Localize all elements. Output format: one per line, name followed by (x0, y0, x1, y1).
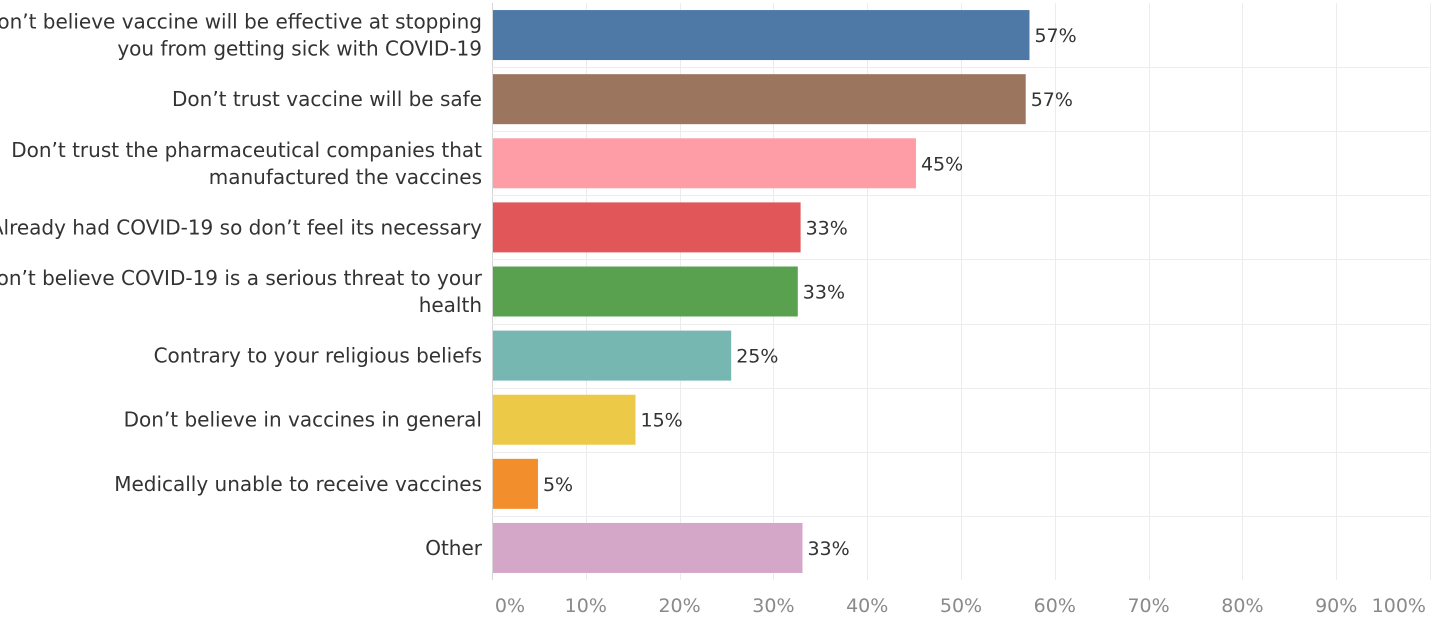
x-tick-label-40: 40% (846, 595, 888, 617)
category-label-line: Other (425, 536, 483, 560)
category-label-line: Don’t believe COVID-19 is a serious thre… (0, 266, 483, 290)
category-label-line: Don’t believe vaccine will be effective … (0, 10, 482, 34)
value-labels: 57% 57% 45% 33% 33% 25% 15% 5% 33% (543, 25, 1077, 560)
category-label-line: health (419, 293, 482, 317)
value-label-5: 33% (803, 282, 845, 304)
category-label-line: manufactured the vaccines (209, 165, 482, 189)
value-label-3: 45% (921, 153, 963, 175)
category-label-line: Don’t trust vaccine will be safe (172, 87, 482, 111)
category-label-3: Don’t trust the pharmaceutical companies… (11, 138, 482, 189)
value-label-6: 25% (736, 346, 778, 368)
bars (493, 10, 1030, 573)
value-label-4: 33% (806, 217, 848, 239)
x-tick-label-50: 50% (940, 595, 982, 617)
bar-8 (493, 458, 538, 509)
category-label-5: Don’t believe COVID-19 is a serious thre… (0, 266, 483, 317)
x-tick-label-60: 60% (1034, 595, 1076, 617)
bar-5 (493, 266, 798, 317)
category-label-line: Contrary to your religious beliefs (154, 344, 482, 368)
category-label-line: Don’t believe in vaccines in general (124, 408, 482, 432)
x-axis-ticks: 0% 10% 20% 30% 40% 50% 60% 70% 80% 90% 100% (495, 595, 1426, 617)
category-label-8: Medically unable to receive vaccines (114, 472, 482, 496)
category-label-9: Other (425, 536, 483, 560)
category-label-7: Don’t believe in vaccines in general (124, 408, 482, 432)
category-label-line: Medically unable to receive vaccines (114, 472, 482, 496)
category-label-line: you from getting sick with COVID-19 (117, 37, 482, 61)
value-label-2: 57% (1031, 89, 1073, 111)
x-tick-label-0: 0% (495, 595, 525, 617)
value-label-8: 5% (543, 474, 573, 496)
bar-4 (493, 202, 801, 253)
bar-1 (493, 10, 1030, 61)
x-tick-label-100: 100% (1372, 595, 1426, 617)
bar-2 (493, 74, 1026, 125)
x-tick-label-70: 70% (1127, 595, 1169, 617)
category-label-1: Don’t believe vaccine will be effective … (0, 10, 482, 61)
bar-7 (493, 394, 636, 445)
value-label-9: 33% (807, 538, 849, 560)
bar-6 (493, 330, 732, 381)
bar-3 (493, 138, 916, 189)
category-label-6: Contrary to your religious beliefs (154, 344, 482, 368)
x-tick-label-80: 80% (1221, 595, 1263, 617)
category-label-line: Already had COVID-19 so don’t feel its n… (0, 215, 482, 239)
bar-9 (493, 522, 803, 573)
x-tick-label-90: 90% (1315, 595, 1357, 617)
category-labels: Don’t believe vaccine will be effective … (0, 10, 483, 560)
category-label-line: Don’t trust the pharmaceutical companies… (11, 138, 482, 162)
x-tick-label-10: 10% (565, 595, 607, 617)
category-label-4: Already had COVID-19 so don’t feel its n… (0, 215, 482, 239)
x-tick-label-20: 20% (658, 595, 700, 617)
value-label-1: 57% (1034, 25, 1076, 47)
category-label-2: Don’t trust vaccine will be safe (172, 87, 482, 111)
value-label-7: 15% (641, 410, 683, 432)
x-tick-label-30: 30% (752, 595, 794, 617)
